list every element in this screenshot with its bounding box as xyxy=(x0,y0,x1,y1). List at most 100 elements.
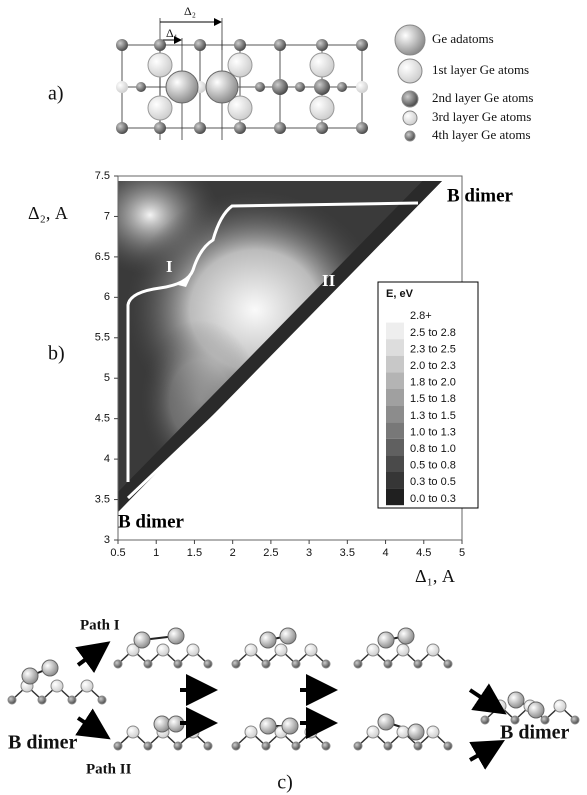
atom xyxy=(356,81,368,93)
y-tick-label: 4.5 xyxy=(95,413,110,425)
atom xyxy=(291,659,301,669)
atom xyxy=(316,39,328,51)
atom xyxy=(274,643,288,657)
atom xyxy=(540,715,550,725)
legend-swatch xyxy=(386,372,404,389)
atom xyxy=(156,643,170,657)
atom xyxy=(261,741,271,751)
legend-label: 2.5 to 2.8 xyxy=(410,327,456,339)
atom xyxy=(231,741,241,751)
legend-label: 3rd layer Ge atoms xyxy=(432,109,531,124)
atom xyxy=(116,122,128,134)
adatom xyxy=(165,70,199,104)
legend-label: 4th layer Ge atoms xyxy=(432,127,531,142)
y-tick-label: 6.5 xyxy=(95,251,110,263)
y-tick-label: 3 xyxy=(104,534,110,546)
x-tick-label: 2 xyxy=(230,547,236,559)
legend-swatch xyxy=(386,389,404,406)
legend-swatch xyxy=(386,438,404,456)
molecule xyxy=(7,659,107,705)
atom xyxy=(147,52,173,78)
atom xyxy=(570,715,580,725)
legend-symbol xyxy=(394,24,426,56)
annotation: I xyxy=(166,257,173,276)
legend-label: 0.8 to 1.0 xyxy=(410,443,456,455)
atom xyxy=(353,659,363,669)
atom xyxy=(356,122,368,134)
y-tick-label: 5.5 xyxy=(95,332,110,344)
path-arrow xyxy=(178,270,194,287)
atom xyxy=(309,95,335,121)
atom xyxy=(194,122,206,134)
atom xyxy=(231,659,241,669)
atom xyxy=(366,725,380,739)
atom xyxy=(443,741,453,751)
atom xyxy=(203,659,213,669)
adatom xyxy=(507,691,525,709)
atom xyxy=(261,659,271,669)
atom xyxy=(309,52,335,78)
atom xyxy=(426,725,440,739)
adatom xyxy=(377,631,395,649)
legend-title: E, eV xyxy=(386,288,414,300)
legend-label: 2.8+ xyxy=(410,310,432,322)
legend-label: 0.5 to 0.8 xyxy=(410,460,456,472)
atom xyxy=(274,122,286,134)
atom xyxy=(291,741,301,751)
atom xyxy=(316,122,328,134)
legend-label: 0.3 to 0.5 xyxy=(410,476,456,488)
atom xyxy=(227,52,253,78)
atom xyxy=(413,659,423,669)
state-label: B dimer xyxy=(500,722,570,744)
legend-label: 1st layer Ge atoms xyxy=(432,62,529,77)
annotation: B dimer xyxy=(118,511,185,532)
atom xyxy=(337,82,347,92)
atom xyxy=(113,741,123,751)
legend-swatch xyxy=(386,422,404,439)
legend-label: 2nd layer Ge atoms xyxy=(432,90,533,105)
y-tick-label: 6 xyxy=(104,291,110,303)
atom xyxy=(116,39,128,51)
atom xyxy=(194,39,206,51)
adatom xyxy=(259,631,277,649)
adatom xyxy=(205,70,239,104)
path-label: Path I xyxy=(80,617,120,633)
adatom xyxy=(259,717,277,735)
adatom xyxy=(21,667,39,685)
delta-label: Δ₁ xyxy=(166,26,178,40)
atom xyxy=(173,741,183,751)
atom xyxy=(396,643,410,657)
legend-symbol xyxy=(397,58,423,84)
molecule xyxy=(353,627,453,669)
atom xyxy=(80,679,94,693)
delta-label: Δ₂ xyxy=(184,4,196,18)
panel-label: c) xyxy=(277,772,293,794)
atom xyxy=(244,643,258,657)
legend-symbol xyxy=(404,130,416,142)
atom xyxy=(37,695,47,705)
legend-label: 2.3 to 2.5 xyxy=(410,343,456,355)
legend-symbol xyxy=(402,110,418,126)
atom xyxy=(383,741,393,751)
atom xyxy=(147,95,173,121)
atom xyxy=(413,741,423,751)
atom xyxy=(136,82,146,92)
y-tick-label: 7.5 xyxy=(95,170,110,182)
y-tick-label: 5 xyxy=(104,372,110,384)
panel-c: Path I Path II B dimer B dimer c) xyxy=(7,617,580,794)
atom xyxy=(116,81,128,93)
legend-swatch xyxy=(386,322,404,340)
atom xyxy=(383,659,393,669)
atom xyxy=(203,741,213,751)
atom xyxy=(443,659,453,669)
atom xyxy=(67,695,77,705)
adatom xyxy=(41,659,59,677)
annotation: II xyxy=(322,271,336,290)
step-arrow xyxy=(75,641,111,674)
atom xyxy=(353,741,363,751)
x-axis-title: Δ₁, A xyxy=(415,566,455,586)
atom xyxy=(126,725,140,739)
x-tick-label: 3 xyxy=(306,547,312,559)
atom xyxy=(356,39,368,51)
